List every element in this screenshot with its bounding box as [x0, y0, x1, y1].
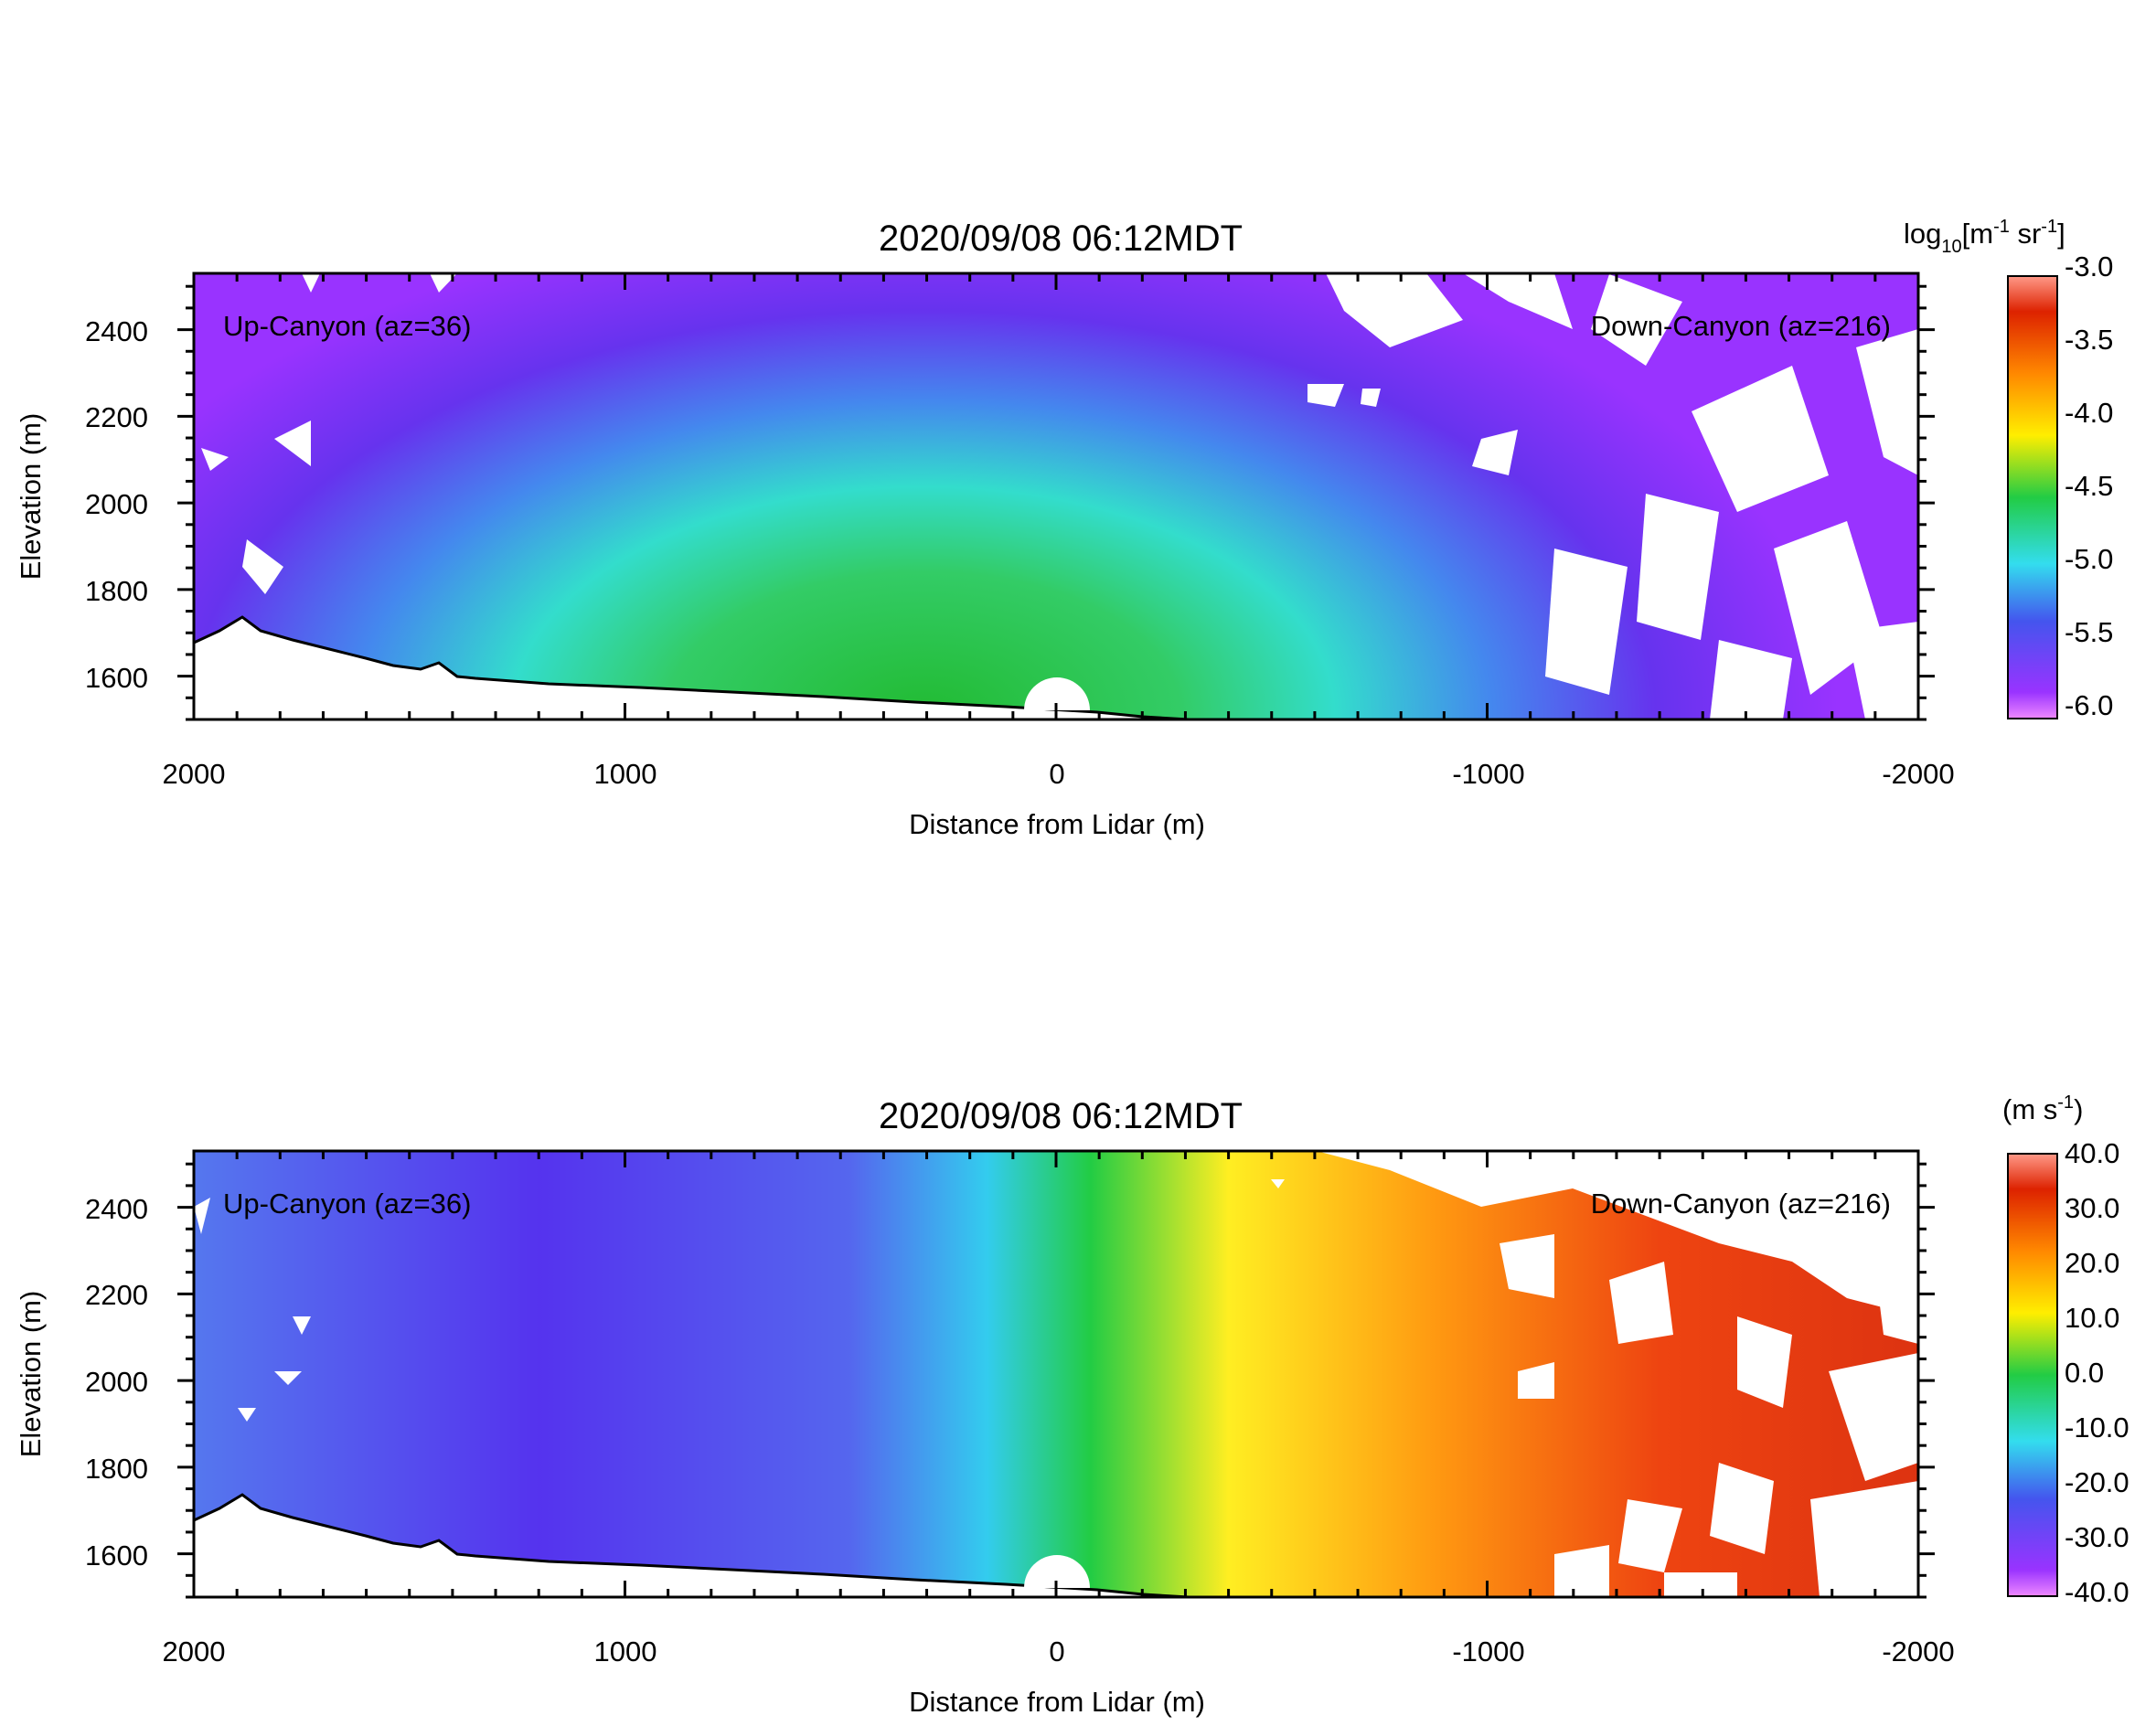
bottom-field	[194, 1151, 1918, 1597]
bottom-title: 2020/09/08 06:12MDT	[879, 1096, 1243, 1136]
bottom-ytick-label: 1800	[85, 1453, 148, 1485]
bottom-xtick-label: -1000	[1452, 1635, 1524, 1667]
bottom-ticks	[177, 1151, 1935, 1599]
top-ytick-label: 1800	[85, 575, 148, 607]
top-cb-tick: -6.0	[2065, 689, 2113, 721]
bottom-terrain-line	[194, 1493, 1190, 1597]
bottom-cb-tick: 30.0	[2065, 1192, 2119, 1224]
bottom-cb-tick: 20.0	[2065, 1247, 2119, 1279]
top-xtick-label: 1000	[594, 758, 657, 790]
top-colorbar-label-exp1: -1	[1993, 217, 2010, 237]
top-ytick-label: 2200	[85, 401, 148, 433]
top-colorbar-label-exp2: -1	[2041, 217, 2057, 237]
top-colorbar-label-sub: 10	[1941, 237, 1961, 257]
bottom-colorbar: (m s-1) 40.0 30.0 20.0 10.0 0.0 -10.0 -2…	[2002, 1092, 2129, 1608]
top-xtick-label: -1000	[1452, 758, 1524, 790]
top-ytick-label: 1600	[85, 662, 148, 694]
bottom-ytick-labels: 1600 1800 2000 2200 2400	[85, 1193, 148, 1572]
top-colorbar-bar	[2007, 275, 2058, 719]
top-colorbar-label-mid: sr	[2010, 218, 2041, 250]
top-cb-tick: -4.0	[2065, 397, 2113, 429]
top-terrain-line	[194, 615, 1190, 719]
bottom-ytick-label: 2000	[85, 1366, 148, 1398]
bottom-colorbar-bar	[2007, 1153, 2058, 1597]
bottom-xtick-label: 1000	[594, 1635, 657, 1667]
bottom-xtick-labels: 2000 1000 0 -1000 -2000	[163, 1635, 1955, 1667]
bottom-ytick-label: 2200	[85, 1279, 148, 1311]
top-colorbar-label-end: ]	[2057, 218, 2065, 250]
top-xlabel: Distance from Lidar (m)	[909, 808, 1205, 840]
bottom-cb-tick: -30.0	[2065, 1521, 2129, 1553]
top-ytick-label: 2000	[85, 488, 148, 520]
top-cb-tick: -5.0	[2065, 543, 2113, 575]
top-ytick-labels: 1600 1800 2000 2200 2400	[85, 315, 148, 694]
top-colorbar-label-rest: [m	[1962, 218, 1993, 250]
bottom-lidar-marker	[1024, 1555, 1090, 1588]
bottom-cb-tick: 0.0	[2065, 1357, 2104, 1389]
top-colorbar: log10[m-1 sr-1] -3.0 -3.5 -4.0 -4.5 -5.0…	[1904, 217, 2113, 721]
bottom-cb-tick: 10.0	[2065, 1302, 2119, 1334]
bottom-annotation-left: Up-Canyon (az=36)	[223, 1188, 471, 1220]
bottom-annotation-right: Down-Canyon (az=216)	[1591, 1188, 1891, 1220]
top-cb-tick: -5.5	[2065, 616, 2113, 648]
bottom-cb-tick: -20.0	[2065, 1466, 2129, 1498]
top-cb-tick: -3.5	[2065, 324, 2113, 356]
top-xtick-label: -2000	[1882, 758, 1954, 790]
top-cb-tick: -3.0	[2065, 250, 2113, 282]
top-panel: 2020/09/08 06:12MDT Up-Canyon (az=36) Do…	[15, 217, 2113, 840]
bottom-colorbar-label: (m s-1)	[2002, 1092, 2083, 1125]
bottom-xtick-label: -2000	[1882, 1635, 1954, 1667]
bottom-colorbar-ticks: 40.0 30.0 20.0 10.0 0.0 -10.0 -20.0 -30.…	[2065, 1137, 2129, 1608]
top-cb-tick: -4.5	[2065, 470, 2113, 502]
top-colorbar-ticks: -3.0 -3.5 -4.0 -4.5 -5.0 -5.5 -6.0	[2065, 250, 2113, 721]
bottom-panel: 2020/09/08 06:12MDT Up-Canyon (az=36) Do…	[15, 1092, 2129, 1718]
top-ylabel: Elevation (m)	[15, 413, 47, 581]
bottom-colorbar-label-end: )	[2074, 1093, 2083, 1125]
bottom-colorbar-label-exp1: -1	[2057, 1092, 2074, 1113]
bottom-xtick-label: 2000	[163, 1635, 226, 1667]
top-colorbar-label-main: log	[1904, 218, 1941, 250]
top-lidar-marker	[1024, 677, 1090, 710]
bottom-ytick-label: 2400	[85, 1193, 148, 1225]
bottom-xtick-label: 0	[1049, 1635, 1064, 1667]
bottom-colorbar-label-main: (m s	[2002, 1093, 2057, 1125]
bottom-cb-tick: -10.0	[2065, 1412, 2129, 1444]
bottom-cb-tick: -40.0	[2065, 1576, 2129, 1608]
bottom-ytick-label: 1600	[85, 1540, 148, 1572]
top-xtick-labels: 2000 1000 0 -1000 -2000	[163, 758, 1955, 790]
top-field	[194, 273, 1918, 719]
top-annotation-left: Up-Canyon (az=36)	[223, 310, 471, 342]
top-title: 2020/09/08 06:12MDT	[879, 218, 1243, 259]
bottom-xlabel: Distance from Lidar (m)	[909, 1686, 1205, 1718]
top-annotation-right: Down-Canyon (az=216)	[1591, 310, 1891, 342]
top-ticks	[177, 273, 1935, 721]
bottom-ylabel: Elevation (m)	[15, 1291, 47, 1458]
bottom-cb-tick: 40.0	[2065, 1137, 2119, 1169]
top-xtick-label: 2000	[163, 758, 226, 790]
top-colorbar-label: log10[m-1 sr-1]	[1904, 217, 2065, 257]
top-ytick-label: 2400	[85, 315, 148, 347]
top-xtick-label: 0	[1049, 758, 1064, 790]
